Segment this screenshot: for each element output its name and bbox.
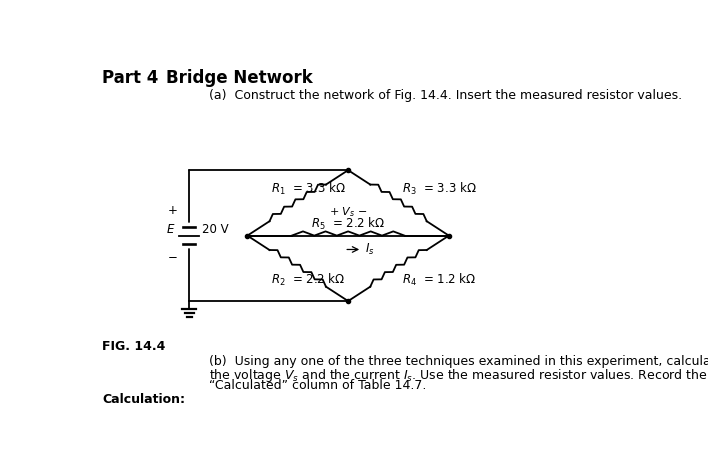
Text: (b)  Using any one of the three techniques examined in this experiment, calculat: (b) Using any one of the three technique…	[209, 355, 708, 368]
Text: + $V_s$ −: + $V_s$ −	[329, 205, 367, 219]
Text: $R_5$  = 2.2 kΩ: $R_5$ = 2.2 kΩ	[311, 216, 385, 232]
Text: (a)  Construct the network of Fig. 14.4. Insert the measured resistor values.: (a) Construct the network of Fig. 14.4. …	[209, 89, 682, 102]
Text: $R_4$  = 1.2 kΩ: $R_4$ = 1.2 kΩ	[402, 272, 476, 288]
Text: −: −	[167, 251, 177, 264]
Text: FIG. 14.4: FIG. 14.4	[103, 340, 166, 353]
Text: $R_2$  = 2.2 kΩ: $R_2$ = 2.2 kΩ	[270, 272, 345, 288]
Text: the voltage $V_s$ and the current $I_s$. Use the measured resistor values. Recor: the voltage $V_s$ and the current $I_s$.…	[209, 367, 708, 384]
Text: +: +	[167, 205, 177, 218]
Text: $E$: $E$	[166, 223, 176, 236]
Text: $R_1$  = 3.3 kΩ: $R_1$ = 3.3 kΩ	[270, 181, 346, 197]
Text: “Calculated” column of Table 14.7.: “Calculated” column of Table 14.7.	[209, 379, 426, 392]
Text: $I_s$: $I_s$	[365, 242, 375, 257]
Text: Part 4: Part 4	[103, 68, 159, 86]
Text: 20 V: 20 V	[202, 223, 228, 236]
Text: Calculation:: Calculation:	[103, 394, 185, 407]
Text: $R_3$  = 3.3 kΩ: $R_3$ = 3.3 kΩ	[402, 181, 477, 197]
Text: Bridge Network: Bridge Network	[166, 68, 313, 86]
